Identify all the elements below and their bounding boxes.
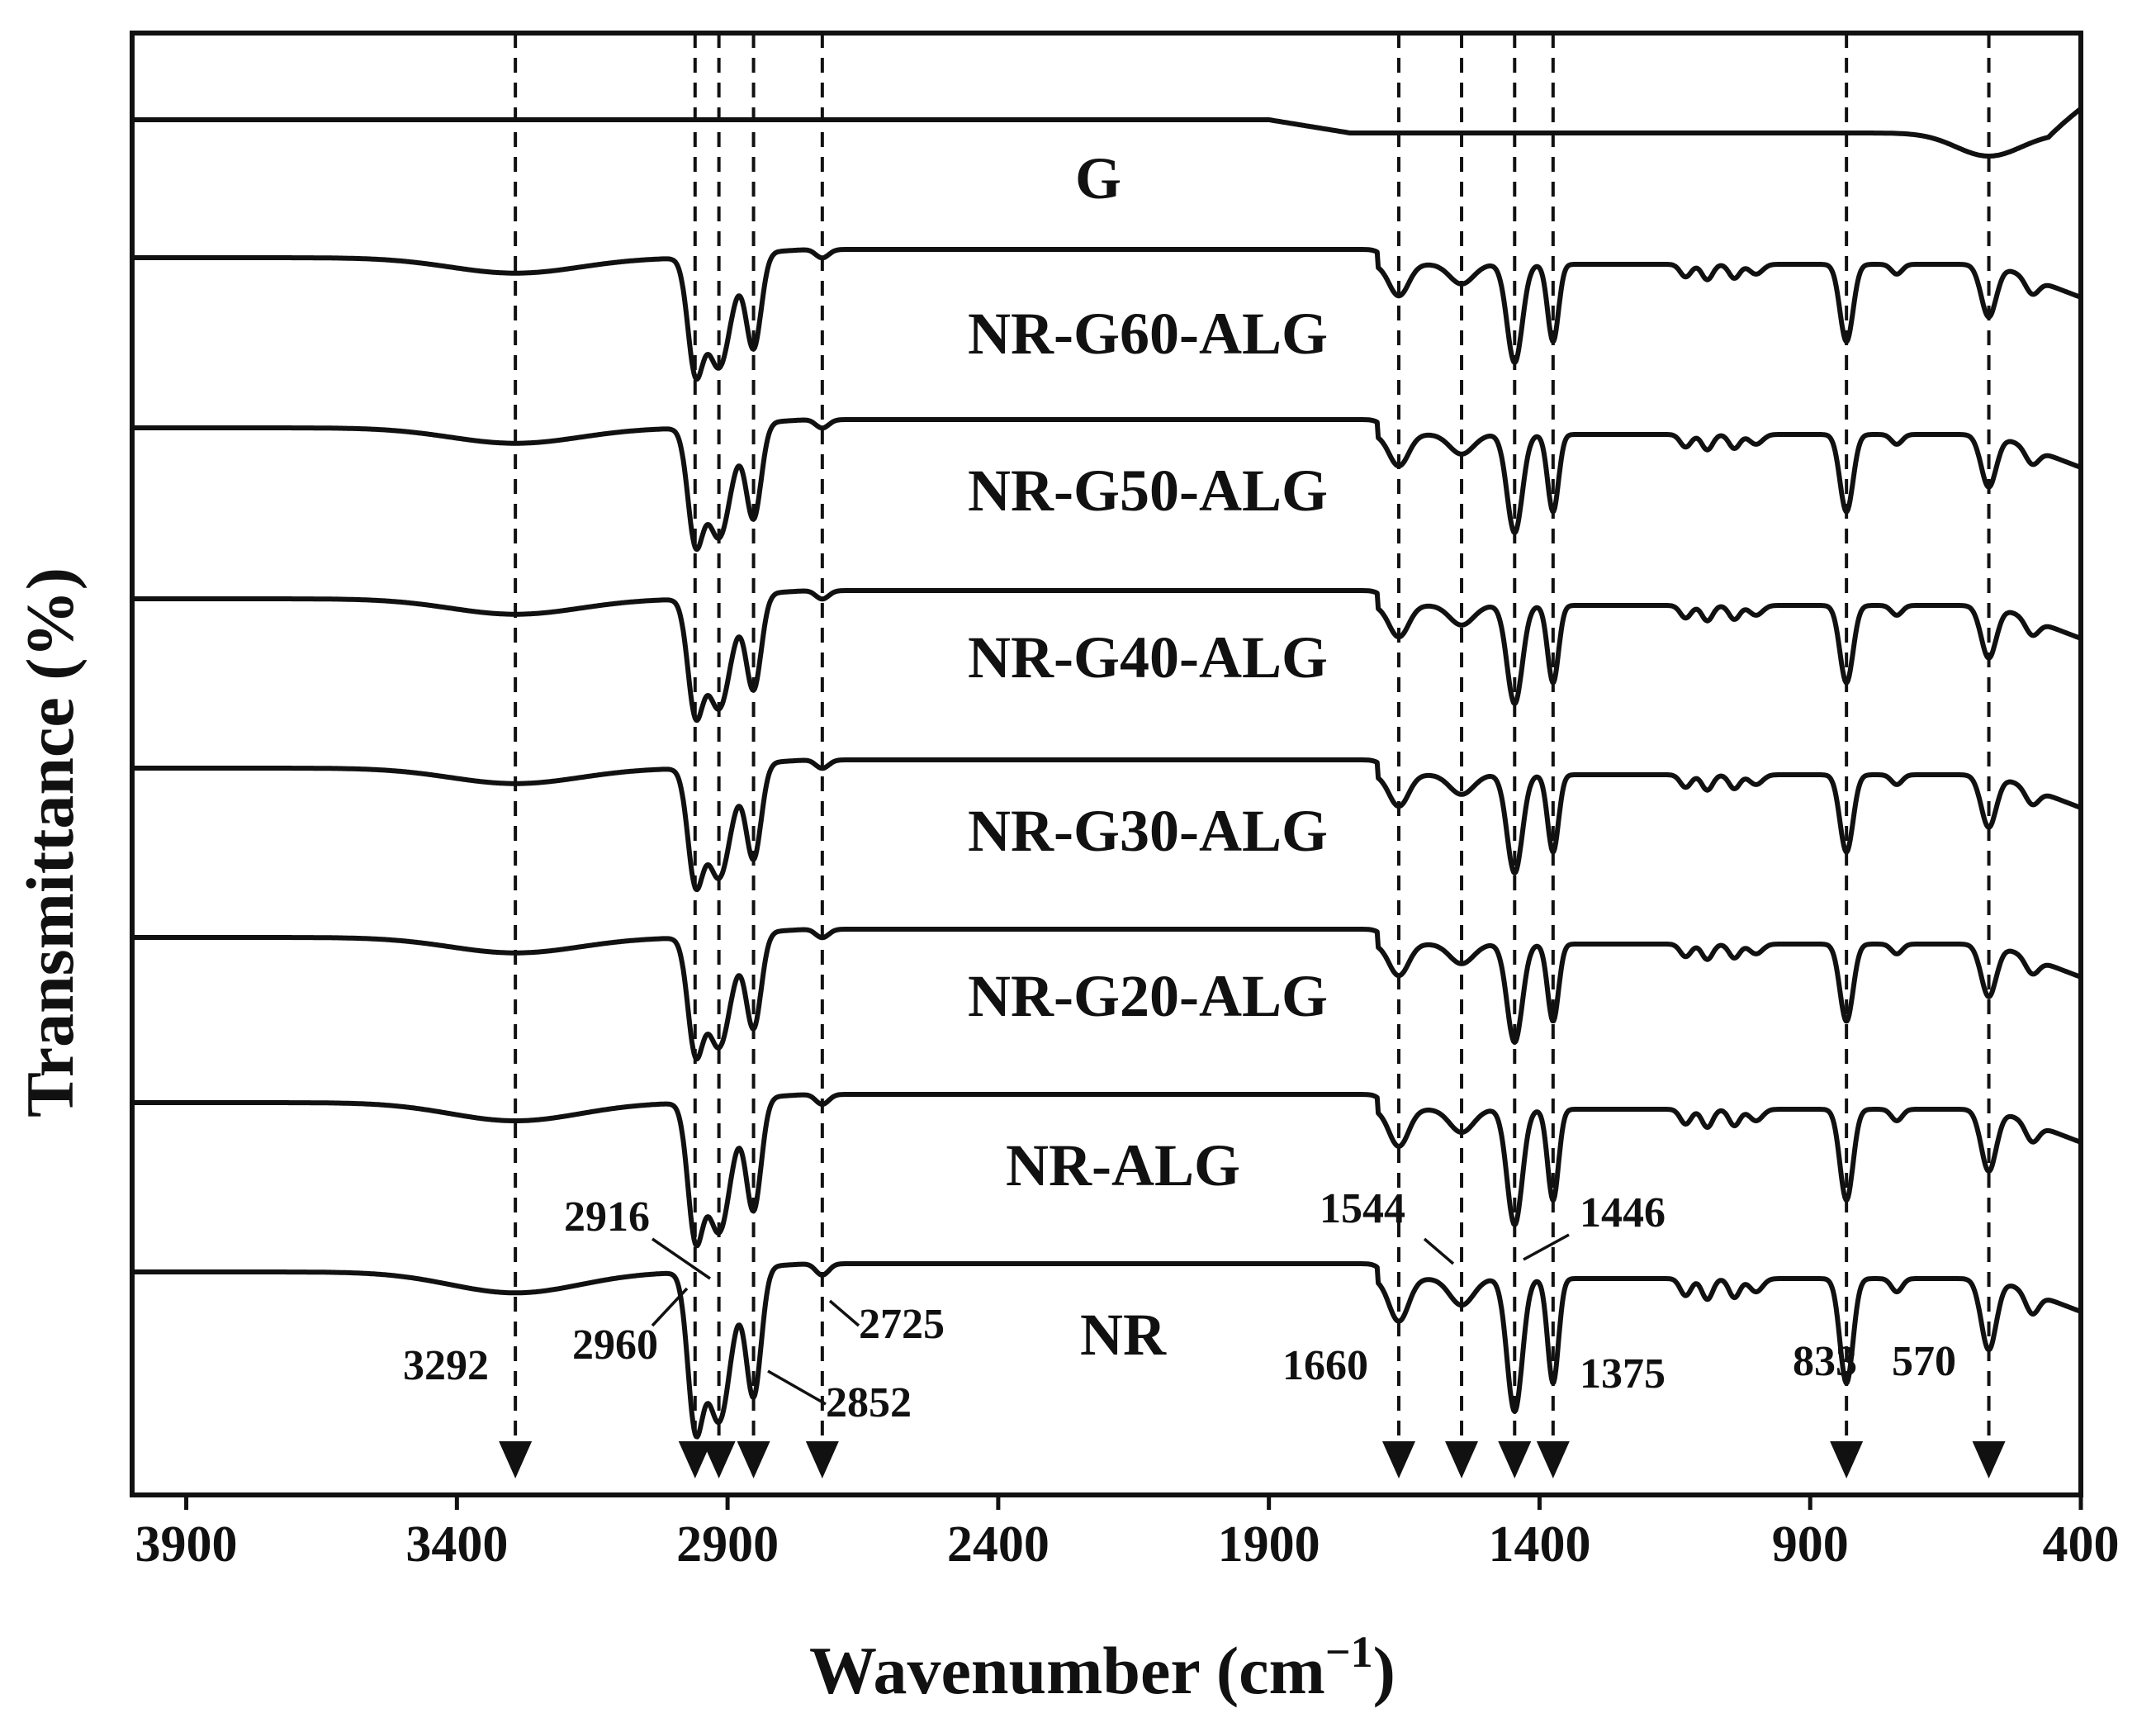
spectra <box>130 106 2083 1440</box>
peak-label-3292: 3292 <box>403 1342 489 1389</box>
peak-label-2725: 2725 <box>859 1301 945 1348</box>
leader-1544 <box>1423 1237 1455 1265</box>
guide-lines <box>499 33 2006 1478</box>
series-label-G: G <box>1075 145 1121 211</box>
leader-2916 <box>652 1237 711 1280</box>
series-label-NR-G20-ALG: NR-G20-ALG <box>968 963 1328 1029</box>
guide-arrow-1375 <box>1536 1441 1570 1478</box>
peak-label-1375: 1375 <box>1580 1350 1666 1397</box>
guide-arrow-1446 <box>1498 1441 1532 1478</box>
x-tick-label-3900: 3900 <box>135 1516 238 1573</box>
peak-label-1446: 1446 <box>1580 1189 1666 1236</box>
spectrum-NR-G20-ALG <box>130 927 2083 1062</box>
guide-arrow-833 <box>1830 1441 1864 1478</box>
spectrum-NR-ALG <box>130 1092 2083 1249</box>
peak-label-1660: 1660 <box>1282 1342 1368 1389</box>
guide-arrow-570 <box>1972 1441 2006 1478</box>
guide-arrow-2725 <box>805 1441 839 1478</box>
peak-label-2960: 2960 <box>572 1322 658 1369</box>
y-axis-title: Transmittance (%) <box>12 567 88 1117</box>
guide-arrow-2852 <box>737 1441 770 1478</box>
x-axis: 3900 3400 2900 2400 1900 1400 900 400 <box>135 1495 2120 1573</box>
series-label-NR-G50-ALG: NR-G50-ALG <box>968 458 1328 524</box>
peak-label-1544: 1544 <box>1320 1185 1405 1232</box>
leader-2725 <box>828 1299 860 1327</box>
x-tick-label-1900: 1900 <box>1218 1516 1320 1573</box>
x-tick-label-400: 400 <box>2043 1516 2120 1573</box>
series-label-NR-G40-ALG: NR-G40-ALG <box>968 624 1328 690</box>
guide-arrow-2916 <box>702 1441 736 1478</box>
spectrum-NR <box>130 1261 2083 1440</box>
x-tick-label-2400: 2400 <box>947 1516 1050 1573</box>
series-label-NR-G60-ALG: NR-G60-ALG <box>968 301 1328 367</box>
leader-1446 <box>1523 1233 1570 1261</box>
guide-arrow-2960 <box>678 1441 712 1478</box>
x-tick-label-1400: 1400 <box>1488 1516 1590 1573</box>
spectrum-G <box>130 106 2083 159</box>
x-tick-label-900: 900 <box>1772 1516 1849 1573</box>
guide-arrow-1660 <box>1382 1441 1415 1478</box>
leader-2960 <box>651 1287 689 1327</box>
spectrum-NR-G30-ALG <box>130 757 2083 893</box>
x-tick-label-3400: 3400 <box>405 1516 508 1573</box>
series-label-NR-G30-ALG: NR-G30-ALG <box>968 798 1328 864</box>
guide-arrow-3292 <box>499 1441 533 1478</box>
peak-label-570: 570 <box>1892 1338 1956 1385</box>
guide-arrow-1544 <box>1445 1441 1479 1478</box>
spectrum-NR-G60-ALG <box>130 247 2083 382</box>
peak-label-833: 833 <box>1793 1338 1857 1385</box>
x-axis-title: Wavenumber (cm−1) <box>809 1627 1395 1708</box>
series-labels: G NR-G60-ALG NR-G50-ALG NR-G40-ALG NR-G30-AL… <box>968 145 1328 1368</box>
peak-label-2916: 2916 <box>564 1193 650 1241</box>
series-label-NR-ALG: NR-ALG <box>1006 1132 1240 1198</box>
spectrum-NR-G40-ALG <box>130 588 2083 724</box>
spectrum-NR-G50-ALG <box>130 417 2083 553</box>
plot-frame <box>130 31 2083 1497</box>
x-tick-label-2900: 2900 <box>676 1516 779 1573</box>
peak-annotations: 3292 2960 2916 2852 2725 1660 1544 1446 1375 833 5… <box>403 1185 1956 1426</box>
peak-label-2852: 2852 <box>826 1379 912 1426</box>
leader-2852 <box>767 1369 827 1406</box>
series-label-NR: NR <box>1080 1302 1167 1368</box>
